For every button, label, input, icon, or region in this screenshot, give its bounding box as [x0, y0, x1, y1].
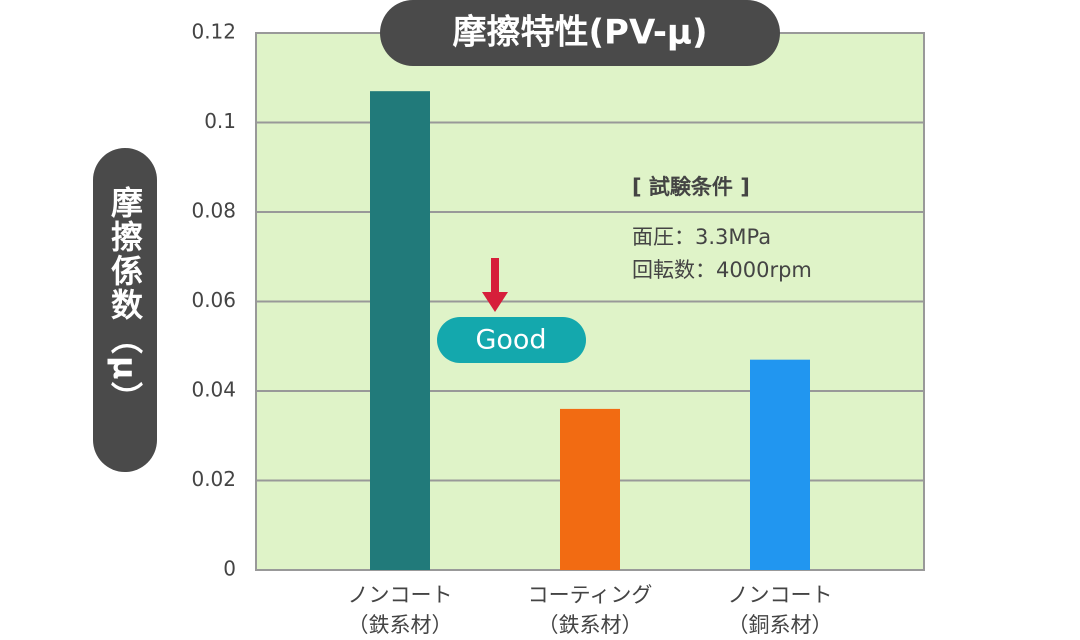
conditions-title: [ 試験条件 ]	[632, 175, 750, 199]
x-tick-label: （鉄系材）	[348, 613, 453, 637]
bar	[750, 359, 810, 570]
x-tick-label: ノンコート	[728, 583, 833, 607]
y-tick-label: 0.12	[191, 20, 236, 44]
x-tick-label: ノンコート	[348, 583, 453, 607]
y-tick-label: 0.08	[191, 199, 236, 223]
bars	[370, 91, 810, 571]
bar	[560, 408, 620, 570]
condition-speed: 回転数：4000rpm	[632, 258, 812, 282]
y-tick-label: 0	[223, 557, 236, 581]
x-tick-label: コーティング	[528, 583, 653, 607]
bar	[370, 91, 430, 571]
x-tick-label: （銅系材）	[728, 613, 833, 637]
badge-text: Good	[475, 325, 546, 356]
badge	[437, 317, 586, 363]
arrow-shaft	[491, 258, 499, 294]
y-tick-label: 0.06	[191, 288, 236, 312]
arrow-head	[482, 292, 508, 312]
y-label-pill	[93, 148, 157, 472]
grid	[256, 32, 924, 571]
y-axis-label: 摩擦係数（μ）	[106, 185, 144, 415]
condition-pressure: 面圧：3.3MPa	[632, 225, 771, 249]
title-pill	[380, 0, 780, 66]
chart-title: 摩擦特性(PV-μ)	[453, 13, 708, 53]
y-tick-label: 0.1	[204, 109, 236, 133]
y-tick-label: 0.02	[191, 467, 236, 491]
x-tick-label: （鉄系材）	[538, 613, 643, 637]
y-tick-label: 0.04	[191, 378, 236, 402]
